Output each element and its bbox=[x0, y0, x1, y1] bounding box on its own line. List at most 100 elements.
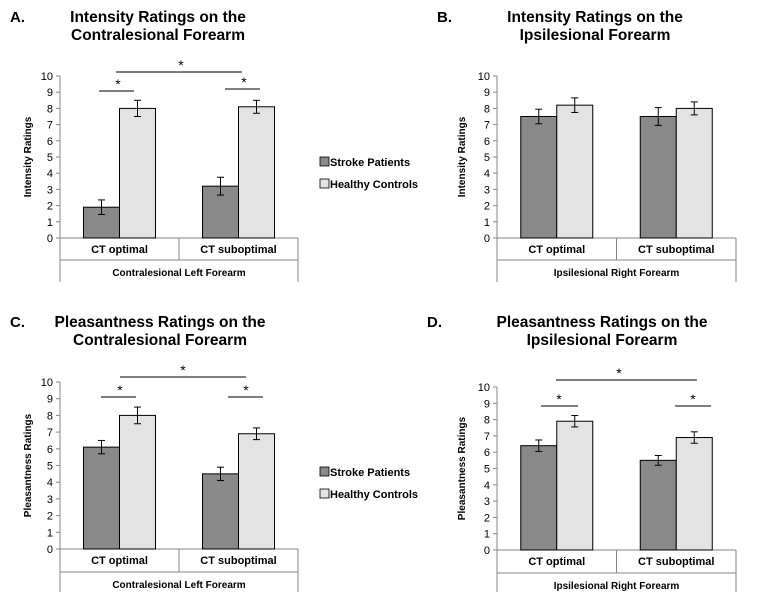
bar-healthy-controls bbox=[119, 107, 156, 239]
y-tick-label: 0 bbox=[47, 544, 53, 556]
x-tick-label: CT optimal bbox=[91, 555, 148, 567]
x-tick-label: CT optimal bbox=[528, 244, 585, 256]
y-tick-label: 6 bbox=[47, 136, 53, 148]
bar-stroke-patients bbox=[83, 446, 120, 550]
y-axis-label: Pleasantness Ratings bbox=[457, 416, 468, 520]
y-tick-label: 8 bbox=[484, 103, 490, 115]
y-tick-label: 1 bbox=[47, 527, 53, 539]
y-axis-label: Intensity Ratings bbox=[23, 116, 34, 197]
x-tick-label: CT suboptimal bbox=[638, 244, 714, 256]
chart-title-line: Ipsilesional Forearm bbox=[520, 27, 671, 44]
y-tick-label: 8 bbox=[484, 415, 490, 427]
legend-swatch-healthy-controls bbox=[319, 488, 330, 499]
bar-stroke-patients bbox=[639, 116, 677, 239]
y-tick-label: 2 bbox=[484, 512, 490, 524]
bar-healthy-controls bbox=[675, 437, 713, 551]
y-tick-label: 3 bbox=[484, 496, 490, 508]
y-tick-label: 5 bbox=[47, 461, 53, 473]
y-tick-label: 3 bbox=[484, 184, 490, 196]
significance-star: * bbox=[115, 76, 121, 92]
chart-title-line: Ipsilesional Forearm bbox=[527, 332, 678, 349]
y-tick-label: 10 bbox=[478, 382, 490, 394]
y-tick-label: 8 bbox=[47, 103, 53, 115]
bar-healthy-controls bbox=[675, 107, 713, 239]
y-tick-label: 10 bbox=[41, 71, 53, 83]
legend-swatch-stroke-patients bbox=[319, 466, 330, 477]
y-tick-label: 10 bbox=[41, 377, 53, 389]
x-tick-label: CT suboptimal bbox=[638, 556, 714, 568]
chart-panel-c: C. Pleasantness Ratings on theContralesio… bbox=[10, 314, 299, 592]
bar-healthy-controls bbox=[238, 433, 275, 550]
y-tick-label: 1 bbox=[484, 217, 490, 229]
x-group-label: Contralesional Left Forearm bbox=[112, 580, 245, 591]
significance-star: * bbox=[180, 362, 186, 378]
y-tick-label: 2 bbox=[47, 201, 53, 213]
chart-title-line: Intensity Ratings on the bbox=[507, 9, 683, 26]
y-tick-label: 9 bbox=[47, 87, 53, 99]
y-tick-label: 7 bbox=[484, 120, 490, 132]
significance-star: * bbox=[616, 365, 622, 381]
y-tick-label: 3 bbox=[47, 184, 53, 196]
legend-label-stroke-patients: Stroke Patients bbox=[330, 157, 410, 169]
y-tick-label: 8 bbox=[47, 410, 53, 422]
y-tick-label: 9 bbox=[47, 394, 53, 406]
significance-star: * bbox=[690, 391, 696, 407]
bar-stroke-patients bbox=[639, 459, 677, 551]
bar-stroke-patients bbox=[520, 445, 558, 551]
panel-letter: A. bbox=[10, 9, 25, 26]
y-tick-label: 5 bbox=[484, 464, 490, 476]
y-tick-label: 1 bbox=[484, 529, 490, 541]
y-tick-label: 4 bbox=[484, 480, 490, 492]
y-tick-label: 4 bbox=[47, 477, 53, 489]
y-tick-label: 9 bbox=[484, 87, 490, 99]
chart-title-line: Contralesional Forearm bbox=[71, 27, 245, 44]
y-tick-label: 4 bbox=[484, 168, 490, 180]
panel-letter: B. bbox=[437, 9, 452, 26]
legend-label-stroke-patients: Stroke Patients bbox=[330, 467, 410, 479]
x-tick-label: CT suboptimal bbox=[200, 244, 276, 256]
bar-stroke-patients bbox=[202, 473, 239, 550]
y-tick-label: 6 bbox=[484, 447, 490, 459]
significance-star: * bbox=[178, 57, 184, 73]
legend-bottom: Stroke Patients Healthy Controls bbox=[319, 466, 418, 501]
y-tick-label: 5 bbox=[47, 152, 53, 164]
y-axis-label: Pleasantness Ratings bbox=[23, 413, 34, 517]
y-tick-label: 2 bbox=[484, 201, 490, 213]
legend-top: Stroke Patients Healthy Controls bbox=[319, 156, 418, 191]
y-tick-label: 0 bbox=[484, 233, 490, 245]
legend-label-healthy-controls: Healthy Controls bbox=[330, 179, 418, 191]
bar-healthy-controls bbox=[119, 414, 156, 550]
y-tick-label: 6 bbox=[47, 444, 53, 456]
y-tick-label: 1 bbox=[47, 217, 53, 229]
significance-star: * bbox=[243, 382, 249, 398]
x-group-label: Ipsilesional Right Forearm bbox=[554, 581, 680, 592]
bar-healthy-controls bbox=[238, 106, 275, 239]
significance-star: * bbox=[556, 391, 562, 407]
y-tick-label: 3 bbox=[47, 494, 53, 506]
y-tick-label: 7 bbox=[484, 431, 490, 443]
chart-panel-a: A. Intensity Ratings on theContralesional… bbox=[10, 9, 299, 282]
y-axis-label: Intensity Ratings bbox=[457, 116, 468, 197]
chart-title-line: Pleasantness Ratings on the bbox=[496, 314, 707, 331]
legend-swatch-healthy-controls bbox=[319, 178, 330, 189]
y-tick-label: 7 bbox=[47, 427, 53, 439]
x-group-label: Ipsilesional Right Forearm bbox=[554, 268, 680, 279]
y-tick-label: 0 bbox=[484, 545, 490, 557]
bar-healthy-controls bbox=[556, 104, 594, 239]
chart-title-line: Contralesional Forearm bbox=[73, 332, 247, 349]
y-tick-label: 2 bbox=[47, 511, 53, 523]
bar-healthy-controls bbox=[556, 420, 594, 551]
y-tick-label: 5 bbox=[484, 152, 490, 164]
panel-letter: C. bbox=[10, 314, 25, 331]
chart-title-line: Intensity Ratings on the bbox=[70, 9, 246, 26]
y-tick-label: 6 bbox=[484, 136, 490, 148]
y-tick-label: 7 bbox=[47, 120, 53, 132]
y-tick-label: 0 bbox=[47, 233, 53, 245]
y-tick-label: 10 bbox=[478, 71, 490, 83]
significance-star: * bbox=[241, 74, 247, 90]
significance-star: * bbox=[117, 382, 123, 398]
bar-stroke-patients bbox=[520, 116, 558, 239]
x-tick-label: CT optimal bbox=[91, 244, 148, 256]
